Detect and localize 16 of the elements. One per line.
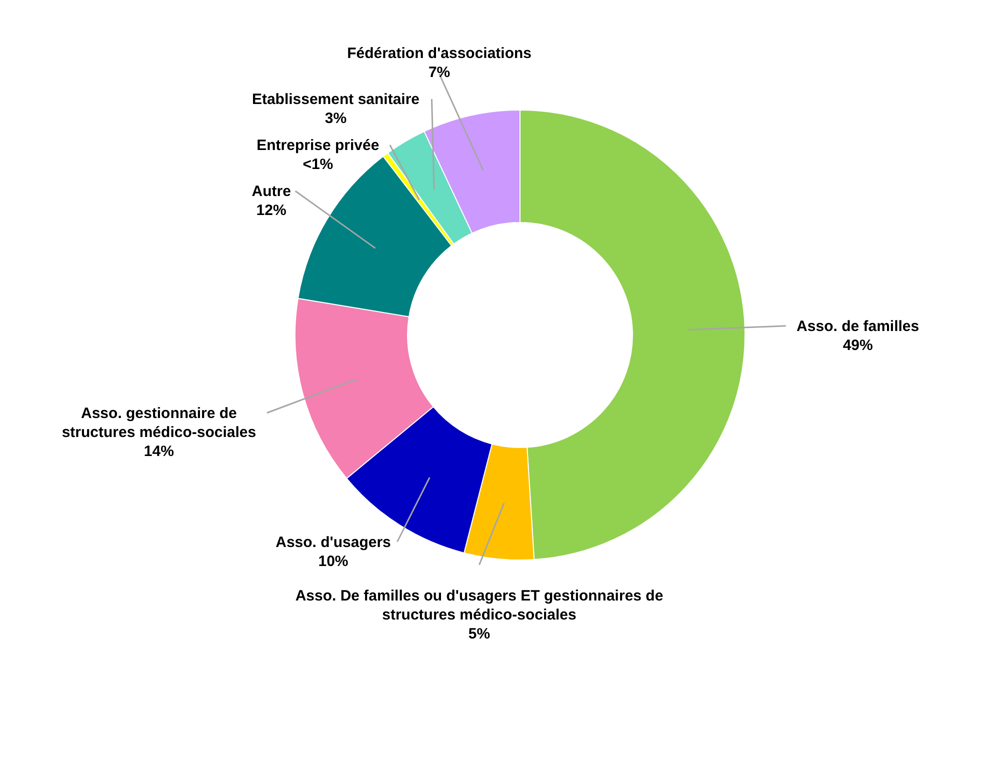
slice-label: Entreprise privée	[256, 136, 380, 154]
slice-label: Etablissement sanitaire	[252, 90, 420, 108]
data-label: 14%	[144, 442, 174, 460]
data-label: 49%	[842, 336, 873, 354]
data-label: 12%	[256, 202, 286, 219]
slice-label: Autre	[252, 182, 291, 200]
slice-label: Asso. De familles ou d'usagers ET gestionnaires de structures médico-sociales	[295, 587, 664, 624]
data-label: 5%	[468, 625, 490, 642]
slice-label: Asso. de familles	[796, 318, 920, 335]
slice-label: Asso. d'usagers	[276, 534, 391, 551]
data-label: 3%	[324, 110, 347, 127]
slice-label: Asso. gestionnaire de structures médico-sociales	[62, 404, 256, 441]
data-label: 10%	[318, 552, 348, 570]
data-label: 7%	[428, 64, 450, 81]
data-label: <1%	[302, 156, 334, 173]
slice-label: Fédération d'associations	[347, 44, 532, 62]
